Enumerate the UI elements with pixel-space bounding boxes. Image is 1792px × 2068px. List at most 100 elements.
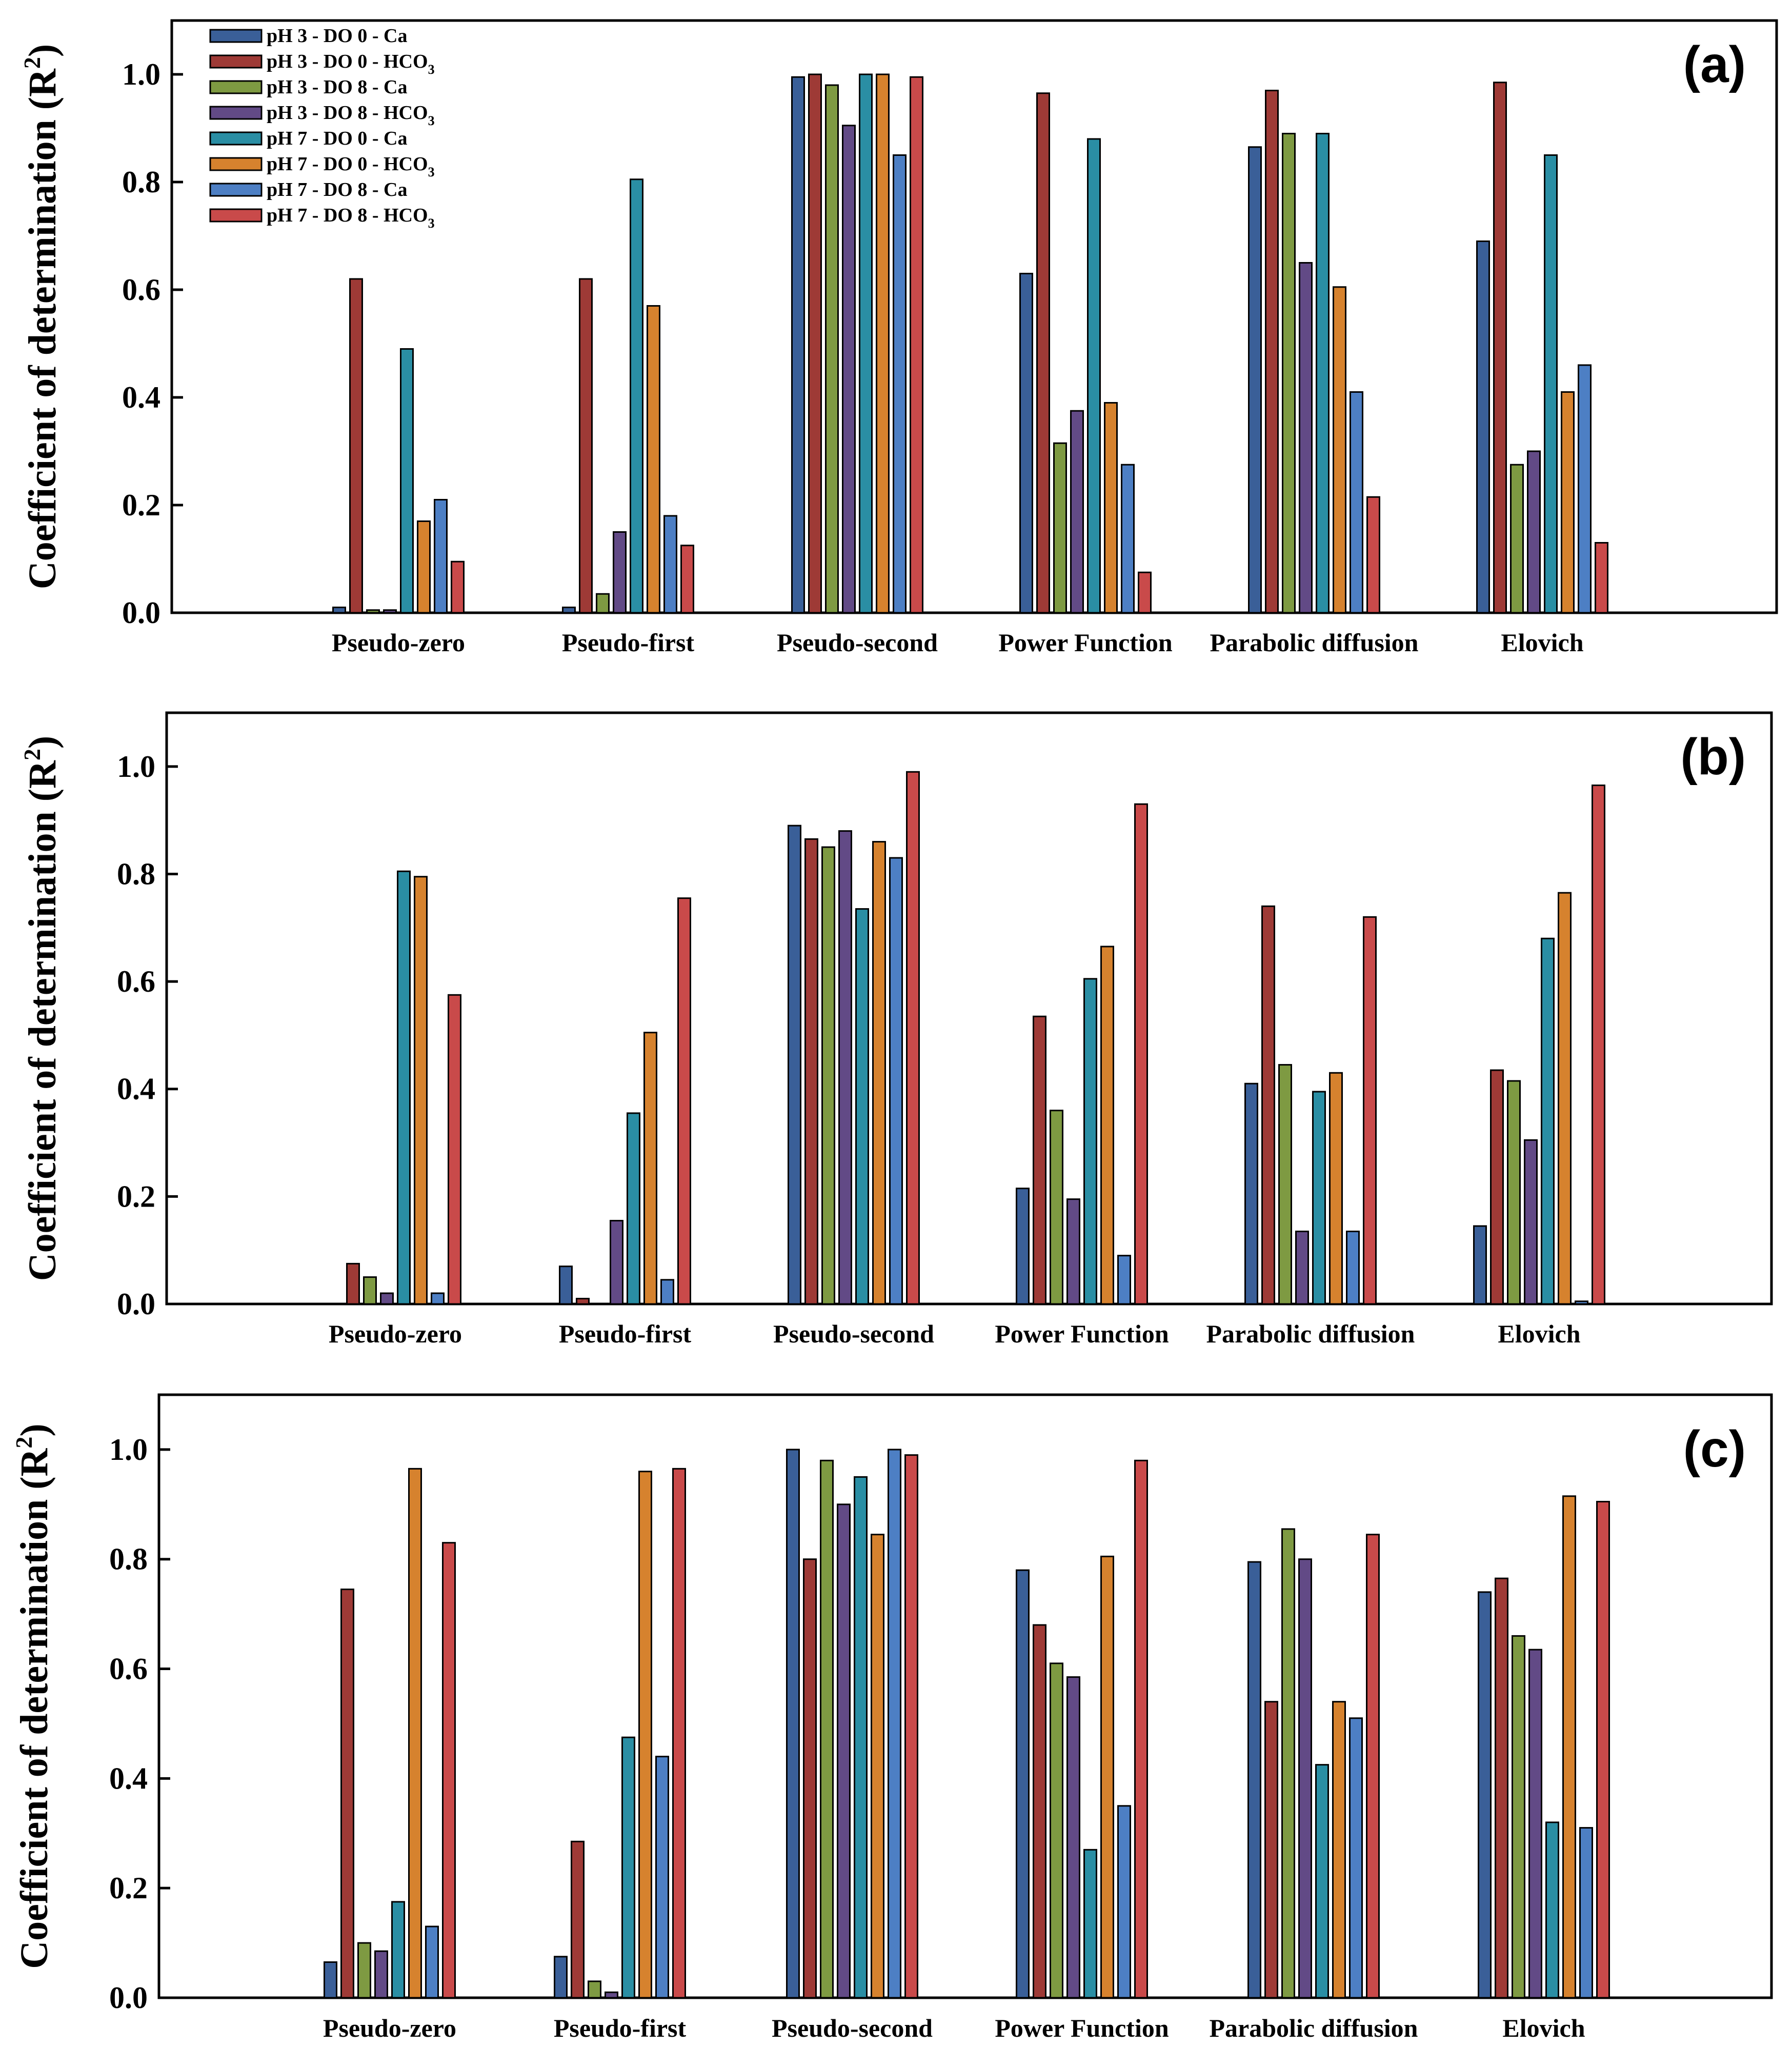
plot-frame [165, 711, 1773, 1306]
bar-5-2 [1512, 1635, 1525, 1999]
legend-label: pH 7 - DO 8 - HCO3 [267, 205, 435, 231]
bar-5-7 [1595, 542, 1608, 614]
bar-1-4 [621, 1736, 635, 1999]
y-tick-label: 0.4 [117, 1072, 155, 1106]
bar-4-3 [1298, 1558, 1312, 1999]
y-tick-label: 0.8 [122, 165, 160, 199]
x-category-label: Pseudo-first [562, 628, 695, 657]
bar-1-5 [647, 305, 660, 614]
bar-5-4 [1541, 937, 1555, 1305]
bar-5-6 [1575, 1300, 1588, 1305]
bar-0-2 [366, 609, 380, 614]
y-tick-label: 1.0 [117, 750, 155, 784]
x-category-label: Pseudo-first [559, 1319, 692, 1348]
y-tick-label: 0.8 [109, 1542, 148, 1576]
bar-4-4 [1312, 1091, 1326, 1305]
bar-3-3 [1066, 1676, 1080, 1999]
bar-0-5 [417, 520, 431, 614]
bar-4-6 [1349, 1717, 1363, 1999]
bar-1-1 [571, 1840, 585, 1999]
bar-2-5 [876, 73, 890, 614]
y-tick-label: 0.4 [122, 380, 160, 414]
bar-2-3 [842, 125, 856, 614]
bar-2-4 [855, 908, 869, 1305]
panel-label: (c) [1683, 1420, 1746, 1478]
bar-1-7 [677, 897, 691, 1305]
bar-5-2 [1507, 1080, 1521, 1305]
y-tick-label: 0.0 [117, 1287, 155, 1321]
bar-3-3 [1070, 410, 1084, 614]
bar-0-2 [357, 1942, 371, 1999]
bar-2-3 [837, 1503, 851, 1999]
x-category-label: Parabolic diffusion [1210, 628, 1419, 657]
bar-3-6 [1117, 1805, 1131, 1999]
legend-label: pH 3 - DO 8 - HCO3 [267, 102, 435, 128]
legend-label: pH 7 - DO 8 - Ca [267, 179, 407, 200]
bar-0-1 [346, 1262, 360, 1305]
bar-2-2 [825, 84, 839, 614]
bar-0-3 [383, 609, 397, 614]
bar-2-7 [904, 1454, 918, 1999]
y-tick-label: 0.6 [109, 1652, 148, 1686]
bar-3-4 [1083, 1849, 1097, 1999]
legend-label: pH 3 - DO 8 - Ca [267, 76, 407, 98]
bar-3-2 [1050, 1662, 1063, 1999]
bar-0-4 [397, 870, 411, 1305]
bar-0-0 [332, 607, 346, 614]
bar-0-4 [400, 348, 414, 614]
panel-label: (b) [1680, 728, 1746, 786]
y-tick-label: 1.0 [122, 57, 160, 91]
bar-1-3 [610, 1220, 623, 1305]
bar-2-3 [838, 830, 852, 1305]
x-category-label: Parabolic diffusion [1206, 1319, 1415, 1348]
bar-5-0 [1476, 240, 1490, 614]
bar-5-1 [1490, 1069, 1504, 1305]
bar-4-6 [1350, 391, 1363, 614]
legend-swatch [209, 80, 263, 94]
plot-frame [170, 19, 1778, 614]
bar-4-5 [1329, 1072, 1343, 1305]
panel-label: (a) [1683, 36, 1746, 93]
bar-3-7 [1138, 571, 1152, 614]
bar-3-0 [1016, 1569, 1030, 1999]
bar-4-4 [1315, 1764, 1329, 1999]
bar-4-2 [1278, 1064, 1292, 1305]
bar-0-7 [448, 994, 461, 1305]
bar-3-7 [1134, 1459, 1148, 1999]
x-category-label: Power Function [995, 1319, 1169, 1348]
bar-5-6 [1579, 1827, 1593, 1999]
bar-5-0 [1478, 1591, 1492, 1999]
bar-3-1 [1033, 1624, 1046, 1999]
bar-1-0 [562, 607, 576, 614]
bar-1-0 [554, 1956, 568, 1999]
legend-swatch [209, 183, 263, 197]
bar-4-0 [1247, 1561, 1261, 1999]
bar-2-7 [910, 76, 923, 614]
x-category-label: Pseudo-second [772, 2014, 933, 2042]
bar-5-3 [1527, 450, 1541, 614]
bar-4-7 [1366, 1534, 1380, 1999]
bar-4-0 [1248, 146, 1262, 614]
bar-0-3 [374, 1950, 388, 1999]
bar-2-7 [906, 771, 920, 1305]
bar-4-7 [1366, 496, 1380, 614]
bar-1-0 [559, 1266, 573, 1305]
bar-5-5 [1562, 1495, 1576, 1999]
bar-2-1 [808, 73, 822, 614]
x-category-label: Power Function [998, 628, 1173, 657]
legend-swatch [209, 131, 263, 146]
x-category-label: Pseudo-zero [323, 2014, 456, 2042]
bar-1-2 [588, 1980, 601, 1999]
bar-0-2 [363, 1276, 377, 1305]
bar-4-5 [1332, 1701, 1346, 1999]
bar-3-3 [1066, 1198, 1080, 1305]
bar-1-7 [672, 1468, 686, 1999]
bar-1-2 [596, 593, 610, 614]
bar-5-7 [1596, 1500, 1610, 1999]
y-tick-label: 0.2 [122, 488, 160, 522]
bar-0-5 [414, 876, 428, 1305]
x-category-label: Power Function [995, 2014, 1169, 2042]
y-tick-label: 0.6 [122, 273, 160, 307]
